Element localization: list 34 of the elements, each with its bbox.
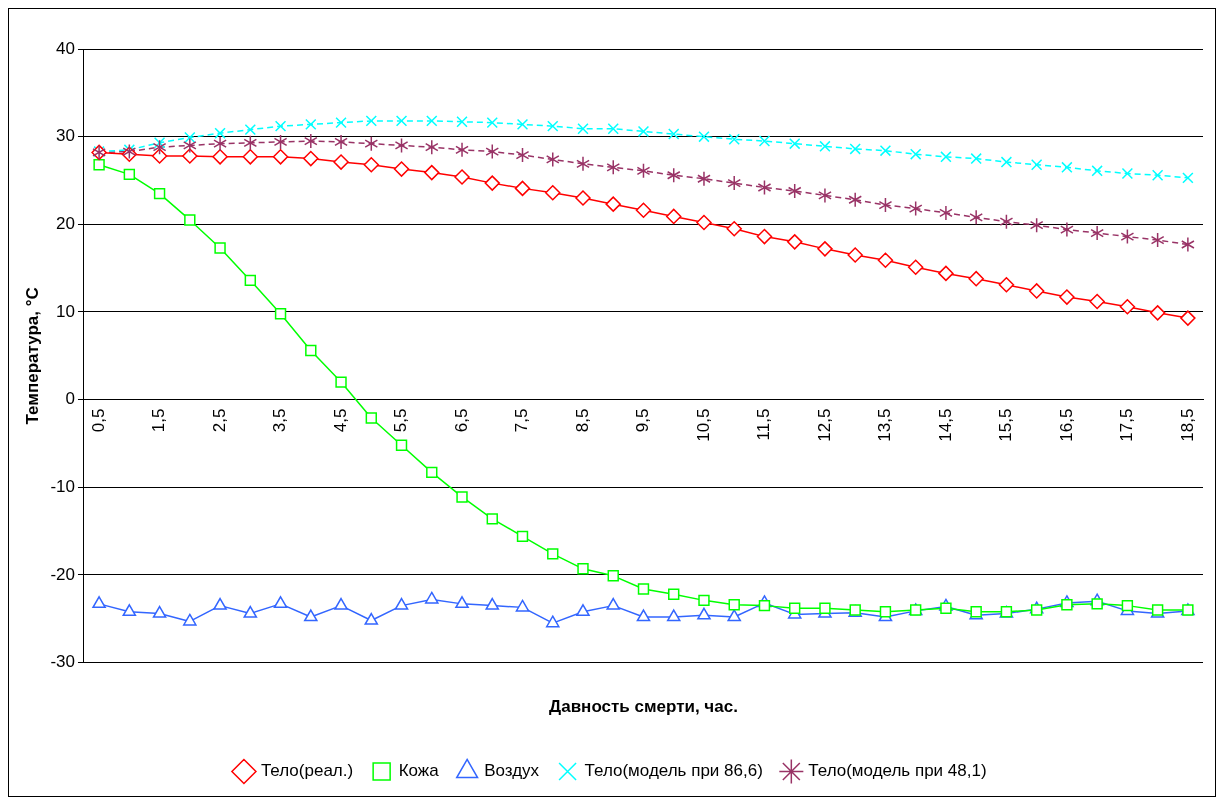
x-tick-label: 7,5	[512, 408, 532, 433]
x-tick-label: 5,5	[391, 408, 411, 433]
x-tick-label: 8,5	[572, 408, 592, 433]
legend-label: Тело(модель при 86,6)	[584, 761, 763, 781]
y-tick-label: 0	[65, 389, 75, 409]
x-tick-label: 0,5	[88, 408, 108, 433]
x-tick-label: 15,5	[996, 408, 1016, 442]
y-tick-label: 10	[56, 301, 75, 321]
legend-label: Тело(реал.)	[260, 761, 354, 781]
y-axis-title: Температура, °С	[22, 287, 42, 425]
x-tick-label: 4,5	[330, 408, 350, 433]
x-tick-label: 11,5	[754, 408, 774, 441]
y-tick-label: -10	[50, 476, 75, 496]
y-tick-label: 40	[56, 38, 75, 58]
x-tick-label: 17,5	[1117, 408, 1137, 442]
legend-label: Тело(модель при 48,1)	[808, 761, 987, 781]
x-tick-label: 10,5	[693, 408, 713, 442]
x-tick-label: 14,5	[935, 408, 955, 442]
x-tick-label: 6,5	[451, 408, 471, 433]
x-tick-label: 18,5	[1177, 408, 1197, 442]
y-tick-label: 20	[56, 214, 75, 233]
x-tick-label: 2,5	[209, 408, 229, 433]
x-tick-label: 13,5	[875, 408, 895, 442]
legend-label: Воздух	[484, 761, 540, 781]
x-tick-label: 1,5	[149, 408, 169, 433]
x-tick-label: 12,5	[814, 408, 834, 442]
x-tick-label: 9,5	[633, 408, 653, 433]
x-tick-label: 16,5	[1056, 408, 1076, 442]
y-tick-label: -30	[50, 652, 75, 672]
y-tick-label: -20	[50, 564, 75, 584]
x-axis-title: Давность смерти, час.	[549, 697, 738, 717]
y-tick-label: 30	[56, 126, 75, 146]
legend-label: Кожа	[398, 761, 440, 781]
x-tick-label: 3,5	[270, 408, 290, 433]
